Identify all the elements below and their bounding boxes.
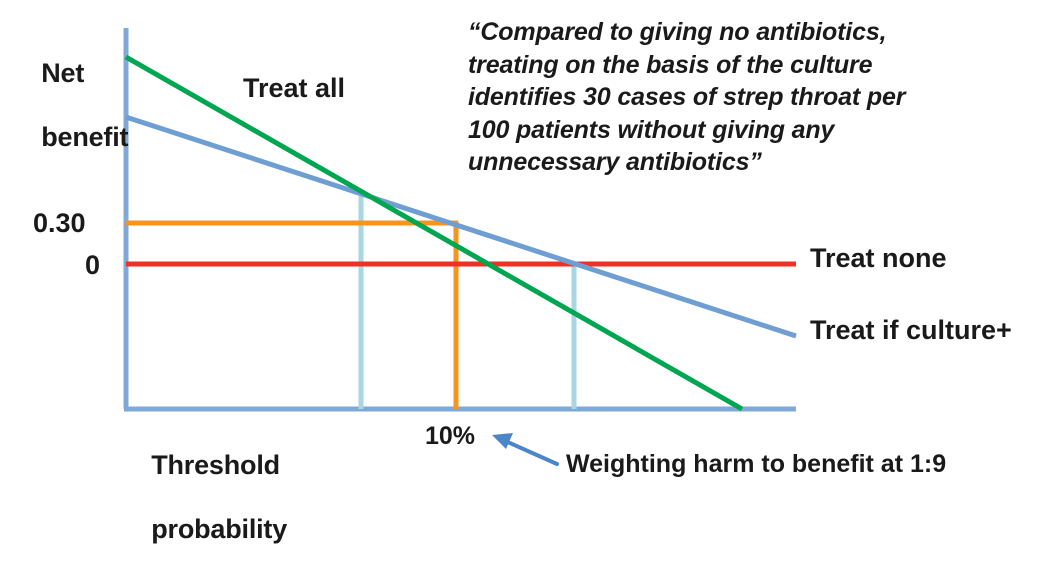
y-axis-title-line1: Net (41, 57, 85, 88)
quote-line-5: unnecessary antibiotics” (468, 148, 762, 176)
series-line-treat-all (124, 54, 744, 412)
quote-line-3: identifies 30 cases of strep throat per (468, 83, 906, 111)
quote-line-1: “Compared to giving no antibiotics, (468, 18, 887, 46)
quote-line-4: 100 patients without giving any (468, 115, 835, 144)
x-tick-label-10-percent: 10% (425, 422, 476, 450)
series-label-treat-none: Treat none (810, 243, 947, 273)
y-tick-label-zero: 0 (85, 250, 101, 280)
weighting-annotation-arrow (492, 433, 559, 466)
x-axis-title-line2: probability (151, 513, 288, 544)
series-line-treat-if-culture (125, 114, 797, 339)
net-benefit-decision-curve-figure: Net benefit Threshold probability 0.30 0… (12, 16, 1012, 544)
x-axis-title-line1: Threshold (151, 449, 280, 480)
interpretation-quote: “Compared to giving no antibiotics, trea… (468, 16, 968, 179)
y-axis-title-line2: benefit (41, 121, 129, 152)
decision-curve-plot (123, 28, 797, 466)
quote-line-2: treating on the basis of the culture (468, 50, 873, 79)
series-label-treat-if-culture: Treat if culture+ (810, 315, 1012, 345)
x-axis-title: Threshold probability (122, 418, 287, 577)
y-axis-title: Net benefit (12, 26, 128, 185)
series-label-treat-all: Treat all (243, 73, 346, 103)
weighting-annotation-text: Weighting harm to benefit at 1:9 (566, 450, 947, 478)
y-tick-label-030: 0.30 (33, 208, 86, 238)
